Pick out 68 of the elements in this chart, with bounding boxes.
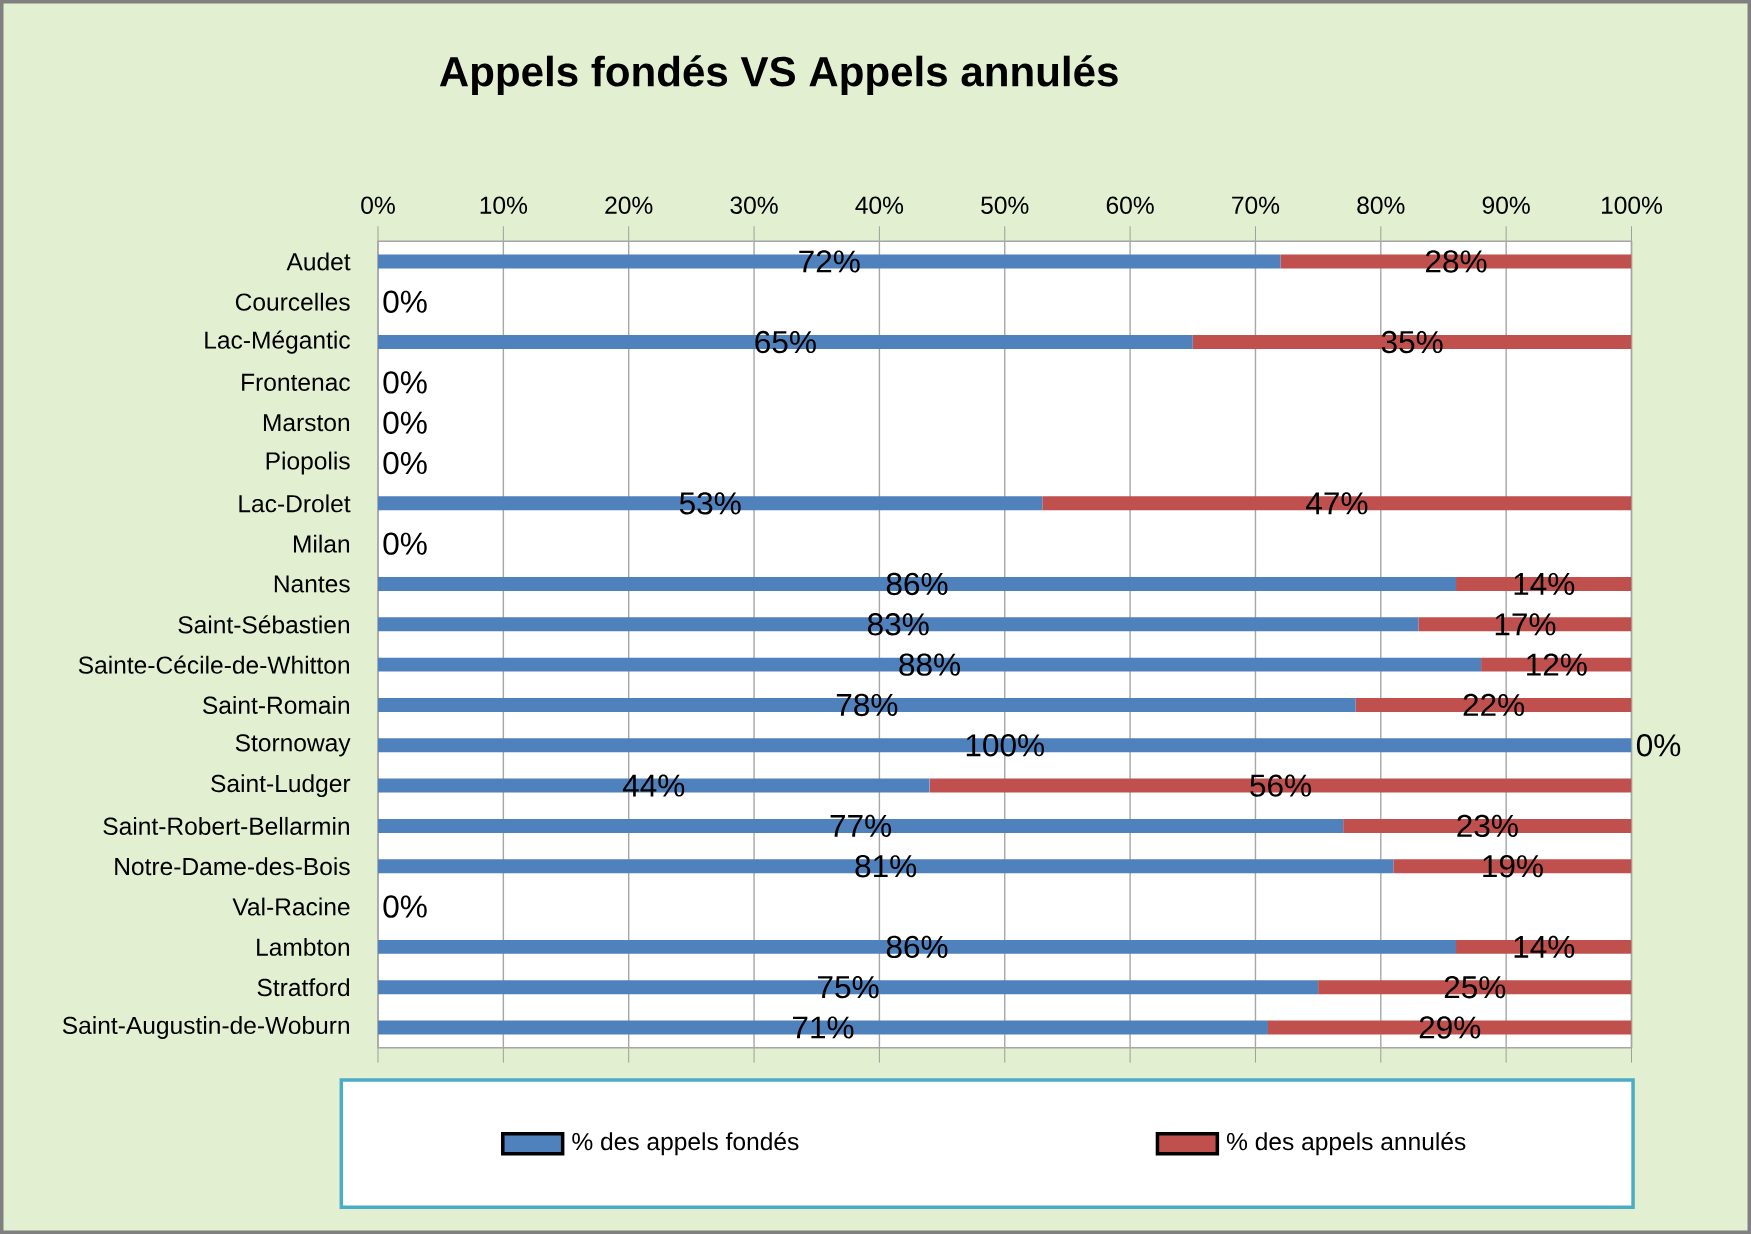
- x-tick-label: 40%: [855, 196, 904, 214]
- data-label: 28%: [1426, 250, 1487, 273]
- y-tick-label: Courcelles: [235, 292, 350, 311]
- data-label: 23%: [1457, 814, 1518, 838]
- data-label: 0%: [383, 895, 427, 918]
- y-tick-label: Saint-Robert-Bellarmin: [103, 816, 349, 835]
- y-tick-label: Frontenac: [242, 373, 350, 391]
- data-label: 0%: [383, 290, 427, 313]
- y-tick-label: Lambton: [257, 937, 350, 956]
- y-tick-label: Sainte-Cécile-de-Whitton: [78, 655, 349, 674]
- data-label: 86%: [886, 572, 948, 596]
- data-label: 25%: [1444, 975, 1506, 999]
- data-label: 44%: [622, 774, 685, 797]
- x-tick-label: 60%: [1106, 196, 1154, 214]
- y-tick-label: Piopolis: [266, 451, 350, 475]
- data-label: 81%: [855, 855, 917, 878]
- x-tick-label: 90%: [1482, 196, 1530, 214]
- y-tick-label: Val-Racine: [232, 897, 350, 916]
- x-tick-label: 50%: [981, 196, 1029, 214]
- data-label: 0%: [383, 411, 427, 434]
- y-tick-label: Marston: [263, 414, 350, 432]
- y-tick-label: Saint-Romain: [202, 695, 349, 714]
- x-tick-label: 20%: [605, 196, 653, 214]
- y-tick-label: Saint-Augustin-de-Woburn: [62, 1016, 349, 1039]
- data-label: 29%: [1419, 1016, 1481, 1039]
- data-label: 56%: [1250, 774, 1311, 797]
- x-tick-label: 100%: [1601, 196, 1663, 214]
- legend-label: % des appels annulés: [1226, 1132, 1466, 1156]
- y-tick-label: Milan: [294, 534, 350, 553]
- data-label: 0%: [1636, 734, 1681, 757]
- data-label: 86%: [886, 935, 948, 959]
- data-label: 53%: [679, 492, 741, 515]
- data-label: 47%: [1306, 492, 1368, 515]
- y-tick-label: Lac-Mégantic: [205, 330, 350, 354]
- data-label: 83%: [867, 613, 929, 636]
- data-label: 14%: [1514, 572, 1575, 595]
- y-tick-label: Stratford: [257, 978, 350, 997]
- data-label: 78%: [836, 693, 898, 717]
- data-label: 88%: [899, 653, 961, 676]
- y-tick-label: Nantes: [274, 575, 350, 593]
- data-label: 77%: [830, 814, 892, 837]
- y-tick-label: Notre-Dame-des-Bois: [115, 857, 350, 876]
- legend-label: % des appels fondés: [572, 1132, 799, 1156]
- x-tick-label: 30%: [730, 196, 778, 214]
- x-tick-label: 70%: [1232, 196, 1280, 214]
- data-label: 65%: [755, 330, 816, 354]
- y-tick-label: Stornoway: [235, 734, 351, 757]
- data-label: 72%: [799, 250, 860, 273]
- data-label: 14%: [1514, 935, 1575, 958]
- data-label: 12%: [1527, 653, 1587, 676]
- x-tick-label: 0%: [361, 196, 395, 214]
- data-label: 0%: [383, 451, 427, 475]
- chart-title: Appels fondés VS Appels annulés: [439, 55, 1118, 95]
- data-label: 17%: [1495, 613, 1556, 636]
- x-tick-label: 80%: [1357, 196, 1405, 214]
- data-label: 35%: [1381, 330, 1443, 354]
- y-tick-label: Saint-Sébastien: [178, 615, 349, 634]
- data-label: 22%: [1463, 693, 1525, 717]
- y-tick-label: Lac-Drolet: [239, 494, 351, 513]
- data-label: 75%: [818, 976, 879, 999]
- data-label: 0%: [383, 532, 427, 555]
- y-tick-label: Audet: [286, 252, 351, 271]
- x-tick-label: 10%: [480, 196, 528, 214]
- data-label: 0%: [383, 371, 427, 394]
- data-label: 71%: [793, 1016, 854, 1039]
- data-label: 19%: [1483, 855, 1543, 878]
- data-label: 100%: [966, 734, 1044, 757]
- y-tick-label: Saint-Ludger: [211, 774, 351, 798]
